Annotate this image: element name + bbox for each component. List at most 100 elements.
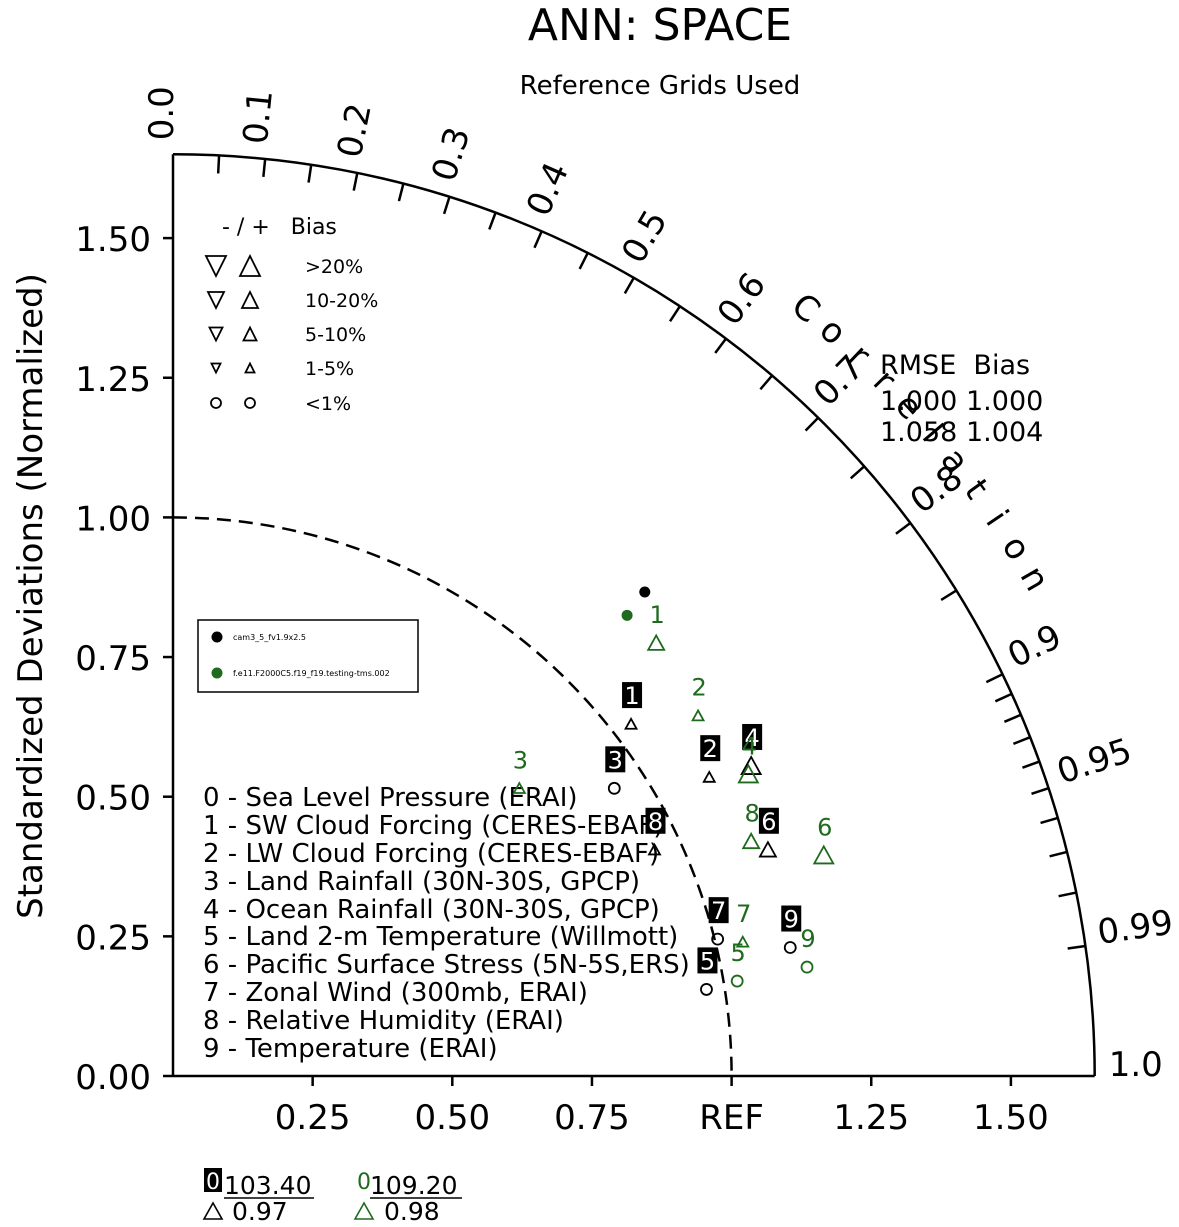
offscale-id: 0	[357, 1170, 371, 1195]
point-label-box	[605, 746, 626, 773]
point-label: 2	[703, 735, 718, 763]
point-label-box	[781, 905, 802, 932]
point-label-box	[758, 807, 779, 834]
y-tick-label: 1.50	[75, 220, 151, 260]
y-tick-label: 1.00	[75, 499, 151, 539]
circle-marker	[700, 983, 713, 996]
point-label: 8	[648, 808, 663, 836]
triangle-down-icon	[208, 326, 224, 343]
point-label-box	[742, 723, 763, 750]
offscale-bottom-value: 0.98	[384, 1197, 440, 1226]
triangle-down-icon	[210, 362, 222, 375]
triangle-up-icon	[238, 253, 262, 277]
triangle-up-icon	[202, 1201, 224, 1220]
point-label: 9	[784, 906, 799, 934]
rmse-bias-table: RMSE Bias 1.000 1.000 1.058 1.004	[880, 350, 1043, 448]
correlation-tick	[895, 521, 912, 535]
correlation-tick	[804, 416, 820, 432]
x-tick-label: 1.50	[973, 1098, 1049, 1138]
circle-marker	[730, 974, 744, 988]
case-legend-box	[197, 619, 419, 693]
correlation-label: 0.99	[1095, 903, 1176, 953]
x-tick-label: 0.25	[275, 1098, 351, 1138]
triangle-up-icon	[240, 289, 260, 309]
correlation-tick	[216, 155, 221, 174]
offscale-label-box	[204, 1168, 222, 1192]
point-label: 7	[711, 897, 726, 925]
correlation-tick	[1058, 891, 1077, 898]
x-tick-label: 0.50	[414, 1098, 490, 1138]
variable-item: 5 - Land 2-m Temperature (Willmott)	[203, 922, 678, 952]
correlation-tick	[668, 305, 681, 322]
offscale-top-value: 109.20	[370, 1171, 457, 1200]
offscale-top-value: 103.40	[224, 1171, 311, 1200]
bias-legend-header: - / + Bias	[222, 215, 337, 240]
correlation-label: 0.3	[424, 123, 478, 187]
variable-item: 0 - Sea Level Pressure (ERAI)	[203, 783, 578, 813]
point-label: 3	[513, 746, 528, 774]
correlation-tick	[397, 183, 405, 202]
offscale-legend: 0 103.40 0.97 0 109.20 0.98	[202, 1168, 462, 1226]
bias-legend-row: 1-5%	[305, 358, 354, 380]
correlation-label: 0.1	[236, 88, 281, 146]
chart-subtitle: Reference Grids Used	[520, 71, 801, 101]
point-label: 9	[800, 925, 815, 953]
point-label: 7	[736, 900, 751, 928]
bias-legend-row: <1%	[305, 393, 351, 415]
triangle-up-marker	[647, 842, 662, 856]
point-label: 3	[608, 746, 623, 774]
correlation-tick	[578, 252, 589, 270]
correlation-label: 0.5	[614, 203, 676, 270]
correlation-tick	[994, 692, 1013, 703]
bias-value: 1.000	[966, 386, 1043, 417]
point-label: 5	[700, 947, 715, 975]
correlation-label: 0.4	[519, 156, 577, 222]
bias-legend: - / + Bias >20% 10-20% 5-10% 1-5% <1%	[204, 215, 378, 415]
correlation-axis-label-char: n	[1012, 559, 1057, 598]
bias-legend-row: 10-20%	[305, 290, 378, 312]
point-label-box	[645, 807, 666, 834]
triangle-up-icon	[353, 1201, 375, 1220]
x-tick-label: 1.25	[833, 1098, 909, 1138]
variable-list: 0 - Sea Level Pressure (ERAI) 1 - SW Clo…	[203, 783, 690, 1064]
variable-item: 4 - Ocean Rainfall (30N-30S, GPCP)	[203, 895, 660, 925]
point-label: 6	[761, 808, 776, 836]
y-axis-label: Standardized Deviations (Normalized)	[11, 273, 51, 919]
y-tick-label: 0.50	[75, 779, 151, 819]
correlation-axis-label-char: o	[994, 529, 1039, 568]
correlation-tick	[1012, 736, 1031, 746]
triangle-up-marker	[735, 934, 750, 948]
point-label: 4	[745, 724, 760, 752]
correlation-tick	[1040, 816, 1059, 825]
variable-item: 3 - Land Rainfall (30N-30S, GPCP)	[203, 867, 640, 897]
triangle-up-marker	[702, 770, 717, 783]
correlation-label: 0.0	[142, 86, 182, 140]
correlation-label: 0.2	[330, 100, 380, 161]
offscale-bottom-value: 0.97	[232, 1197, 288, 1226]
point-label: 6	[817, 813, 832, 841]
correlation-label: 0.6	[710, 266, 774, 333]
axes: 0.00 0.25 0.50 0.75 1.00 1.25 1.50 0.25 0.50 0.75…	[75, 153, 1096, 1138]
correlation-tick	[714, 337, 728, 354]
case-legend-marker	[211, 667, 223, 679]
circle-icon	[244, 397, 256, 409]
correlation-axis-label-char: i	[977, 503, 1015, 533]
offscale-id: 0	[206, 1170, 220, 1195]
variable-item: 7 - Zonal Wind (300mb, ERAI)	[203, 978, 588, 1008]
rmse-value: 1.058	[880, 417, 957, 448]
triangle-up-marker	[737, 763, 760, 784]
correlation-tick	[352, 172, 359, 191]
variable-item: 2 - LW Cloud Forcing (CERES-EBAF)	[203, 839, 659, 869]
correlation-tick	[940, 589, 958, 602]
correlation-tick	[488, 212, 497, 230]
point-label: 8	[745, 799, 760, 827]
correlation-tick	[262, 158, 267, 177]
triangle-up-marker	[741, 831, 761, 850]
bias-legend-symbols	[204, 253, 262, 409]
circle-marker	[711, 932, 725, 946]
triangle-up-marker	[812, 844, 835, 865]
rmse-value: 1.000	[880, 386, 957, 417]
point-label: 1	[650, 601, 665, 629]
